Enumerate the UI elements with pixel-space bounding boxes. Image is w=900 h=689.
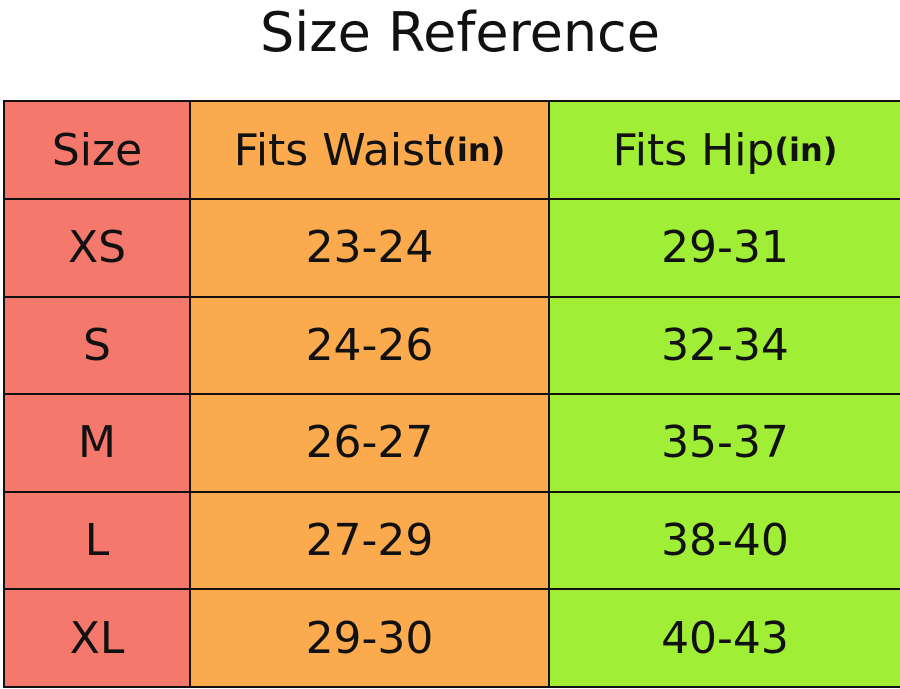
header-unit: (in)	[774, 131, 838, 169]
table-cell: 26-27	[189, 393, 550, 493]
table-cell: XL	[3, 588, 191, 688]
table-cell: 29-31	[548, 198, 900, 298]
header-label: Fits Hip	[612, 124, 775, 176]
table-cell: 27-29	[189, 490, 550, 591]
table-cell: 32-34	[548, 295, 900, 396]
table-cell: 29-30	[189, 588, 550, 688]
header-cell: Fits Waist (in)	[189, 100, 550, 200]
table-cell: M	[3, 393, 191, 493]
table-cell: 40-43	[548, 588, 900, 688]
table-cell: XS	[3, 198, 191, 298]
table-cell: 23-24	[189, 198, 550, 298]
table-cell: 35-37	[548, 393, 900, 493]
table-cell: 24-26	[189, 295, 550, 396]
header-label: Fits Waist	[233, 124, 443, 176]
table-cell: L	[3, 490, 191, 591]
size-table: Size Fits Waist (in) Fits Hip (in) XS 23-24 29-…	[3, 100, 900, 688]
table-cell: S	[3, 295, 191, 396]
header-label: Size	[51, 124, 143, 176]
table-cell: 38-40	[548, 490, 900, 591]
title: Size Reference	[260, 1, 660, 64]
header-unit: (in)	[442, 131, 506, 169]
header-cell: Fits Hip (in)	[548, 100, 900, 200]
header-cell: Size	[3, 100, 191, 200]
